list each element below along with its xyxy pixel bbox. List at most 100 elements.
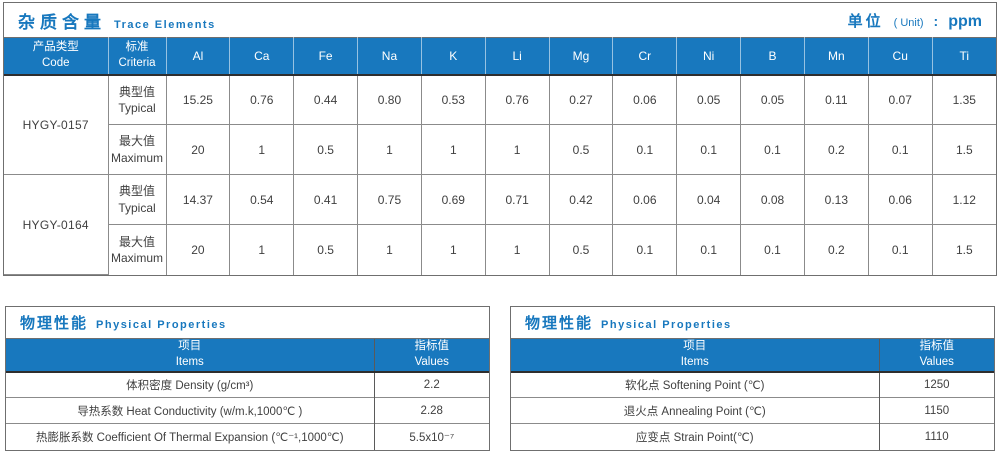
column-header-element: Fe (293, 37, 359, 76)
value-cell: 0.2 (803, 124, 869, 175)
property-value-cell: 1250 (878, 371, 994, 398)
value-cell: 0.75 (357, 174, 422, 225)
column-header-element: K (421, 37, 486, 76)
column-header-values-zh: 指标值 (414, 340, 450, 353)
criteria-label-en: Maximum (110, 150, 163, 165)
property-value-cell: 1110 (878, 423, 994, 450)
value-cell: 0.05 (676, 74, 742, 125)
trace-title-zh: 杂质含量 (18, 12, 106, 32)
value-cell: 0.1 (740, 224, 805, 275)
value-cell: 0.11 (803, 74, 869, 125)
physical-properties-panel-left: 物理性能 Physical Properties 项目 Items 指标值 Va… (5, 306, 490, 451)
value-cell: 0.2 (803, 224, 869, 275)
table-row-thermal-expansion: 热膨胀系数 Coefficient Of Thermal Expansion (… (6, 423, 489, 450)
criteria-label-en: Typical (118, 200, 156, 215)
table-row-softening-point: 软化点 Softening Point (℃) 1250 (511, 371, 994, 398)
value-cell: 0.1 (612, 224, 678, 275)
criteria-label-zh: 典型值 (118, 184, 155, 199)
column-header-element: Cr (612, 37, 678, 76)
column-header-items-zh: 项目 (178, 340, 202, 353)
value-cell: 0.05 (740, 74, 805, 125)
table-row-hygy0157-maximum: 最大值 Maximum 20 1 0.5 1 1 1 0.5 0.1 0.1 0… (4, 124, 996, 175)
column-header-element: B (740, 37, 805, 76)
value-cell: 15.25 (165, 74, 231, 125)
column-header-code: 产品类型 Code (4, 37, 109, 76)
criteria-label-en: Typical (118, 100, 156, 115)
property-value-cell: 5.5x10⁻⁷ (373, 423, 489, 450)
value-cell: 1 (420, 124, 486, 175)
value-cell: 0.1 (676, 124, 742, 175)
value-cell: 0.41 (293, 174, 359, 225)
physical-left-header-row: 项目 Items 指标值 Values (6, 338, 489, 373)
table-row-strain-point: 应变点 Strain Point(℃) 1110 (511, 423, 994, 450)
column-header-items-zh: 项目 (683, 340, 707, 353)
value-cell: 0.04 (676, 174, 742, 225)
value-cell: 1 (229, 124, 295, 175)
value-cell: 0.76 (484, 74, 550, 125)
table-row-hygy0157-typical: HYGY-0157 典型值 Typical 15.25 0.76 0.44 0.… (4, 74, 996, 175)
column-header-values-zh: 指标值 (919, 340, 955, 353)
value-cell: 14.37 (165, 174, 231, 225)
criteria-cell: 典型值 Typical (107, 174, 167, 225)
value-cell: 1 (484, 224, 550, 275)
property-value-cell: 2.2 (373, 371, 489, 398)
value-cell: 20 (165, 124, 231, 175)
column-header-code-zh: 产品类型 (32, 41, 79, 54)
physical-left-title: 物理性能 Physical Properties (20, 312, 227, 333)
value-cell: 0.80 (357, 74, 422, 125)
value-cell: 0.1 (676, 224, 742, 275)
value-cell: 1.35 (931, 74, 996, 125)
unit-colon: : (933, 12, 939, 29)
table-row-heat-conductivity: 导热系数 Heat Conductivity (w/m.k,1000℃ ) 2.… (6, 397, 489, 424)
value-cell: 0.06 (867, 174, 933, 225)
column-header-values: 指标值 Values (878, 338, 994, 373)
value-cell: 0.44 (293, 74, 359, 125)
table-row-density: 体积密度 Density (g/cm³) 2.2 (6, 371, 489, 398)
value-cell: 20 (165, 224, 231, 275)
trace-title-en: Trace Elements (114, 18, 216, 31)
value-cell: 0.1 (612, 124, 678, 175)
property-value-cell: 1150 (878, 397, 994, 424)
value-cell: 0.27 (548, 74, 614, 125)
column-header-element: Ca (229, 37, 295, 76)
column-header-element: Mg (549, 37, 614, 76)
value-cell: 1 (420, 224, 486, 275)
value-cell: 0.1 (740, 124, 805, 175)
value-cell: 1 (357, 124, 422, 175)
criteria-cell: 典型值 Typical (107, 74, 167, 125)
column-header-criteria-zh: 标准 (125, 41, 149, 54)
property-item-cell: 应变点 Strain Point(℃) (511, 423, 879, 450)
physical-right-title-en: Physical Properties (601, 319, 732, 331)
property-item-cell: 体积密度 Density (g/cm³) (6, 371, 374, 398)
trace-elements-title: 杂质含量 Trace Elements (18, 8, 216, 33)
property-value-cell: 2.28 (373, 397, 489, 424)
column-header-items-en: Items (680, 355, 709, 368)
product-code-cell: HYGY-0157 (4, 74, 109, 175)
value-cell: 0.06 (612, 74, 678, 125)
physical-left-title-zh: 物理性能 (20, 315, 89, 332)
value-cell: 0.07 (867, 74, 933, 125)
value-cell: 0.1 (867, 224, 933, 275)
physical-properties-row: 物理性能 Physical Properties 项目 Items 指标值 Va… (5, 306, 995, 451)
trace-header-row: 产品类型 Code 标准 Criteria Al Ca Fe Na K Li M… (4, 37, 996, 76)
unit-value: ppm (948, 12, 982, 30)
column-header-element: Al (166, 37, 231, 76)
value-cell: 1 (357, 224, 422, 275)
value-cell: 1.5 (931, 224, 996, 275)
physical-properties-panel-right: 物理性能 Physical Properties 项目 Items 指标值 Va… (510, 306, 995, 451)
value-cell: 0.5 (293, 224, 359, 275)
value-cell: 0.5 (293, 124, 359, 175)
value-cell: 0.53 (420, 74, 486, 125)
trace-elements-panel: 杂质含量 Trace Elements 单位 ( Unit) : ppm 产品类… (3, 2, 997, 276)
column-header-element: Ni (676, 37, 742, 76)
value-cell: 0.42 (548, 174, 614, 225)
table-row-hygy0164-typical: HYGY-0164 典型值 Typical 14.37 0.54 0.41 0.… (4, 174, 996, 275)
value-cell: 0.5 (548, 224, 614, 275)
column-header-element: Na (357, 37, 422, 76)
value-cell: 0.69 (420, 174, 486, 225)
value-cell: 0.06 (612, 174, 678, 225)
column-header-criteria-en: Criteria (118, 56, 156, 69)
value-cell: 1.12 (931, 174, 996, 225)
column-header-element: Cu (868, 37, 933, 76)
criteria-label-zh: 最大值 (118, 234, 155, 249)
